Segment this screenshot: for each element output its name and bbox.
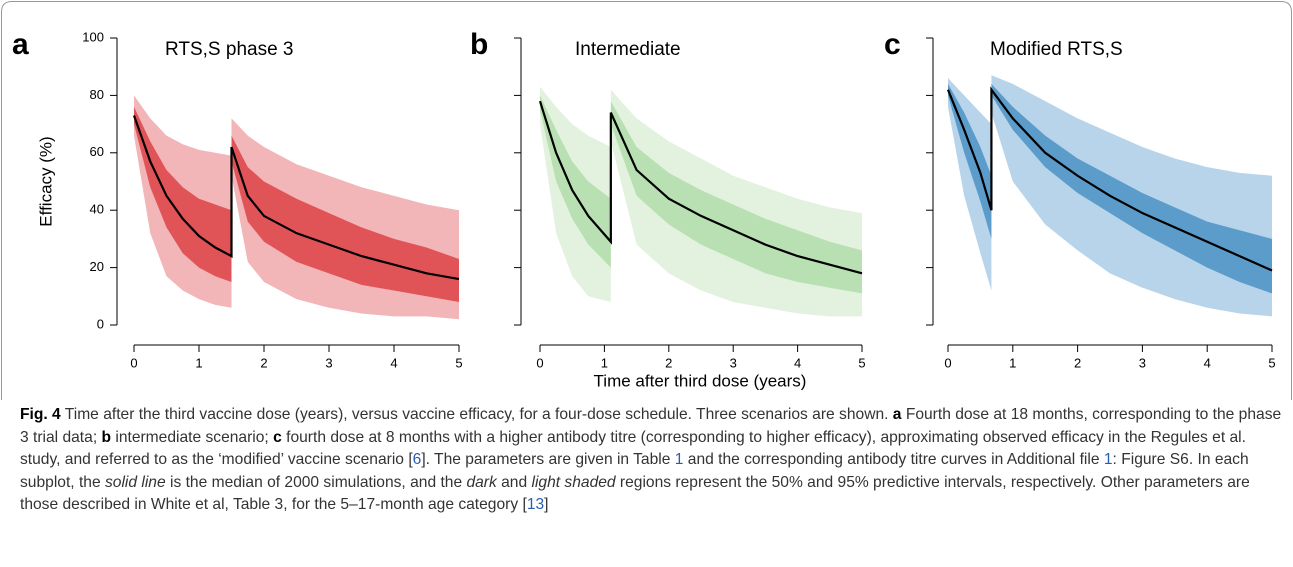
y-tick-label: 40 (90, 202, 104, 217)
x-tick-label: 5 (1268, 355, 1275, 370)
x-tick-label: 5 (455, 355, 462, 370)
panel-title: Modified RTS,S (990, 39, 1123, 60)
x-tick-label: 1 (601, 355, 608, 370)
panel-title: RTS,S phase 3 (165, 39, 294, 60)
x-tick-label: 4 (390, 355, 397, 370)
caption-run: b (101, 428, 112, 446)
x-tick-label: 1 (1009, 355, 1016, 370)
x-tick-label: 3 (325, 355, 332, 370)
x-tick-label: 2 (260, 355, 267, 370)
caption-run[interactable]: 6 (412, 451, 422, 468)
figure: Time after third dose (years) 0204060801… (1, 1, 1292, 400)
y-axis-label: Efficacy (%) (36, 136, 55, 226)
caption-run: : Figure S6. In each subplot, the (20, 451, 1249, 491)
caption-run[interactable]: 1 (674, 451, 684, 468)
caption-run: Fourth dose at 18 months, corresponding … (20, 406, 1282, 446)
x-tick-label: 2 (665, 355, 672, 370)
panel-letter: b (470, 28, 488, 61)
caption-run: solid line (104, 473, 166, 491)
caption-run[interactable]: 13 (526, 496, 545, 513)
caption-run: c (273, 428, 282, 446)
x-tick-label: 0 (944, 355, 951, 370)
x-tick-label: 3 (730, 355, 737, 370)
caption-run: Fig. 4 (20, 406, 61, 423)
caption-run: Time after the third vaccine dose (years… (60, 406, 893, 423)
caption-run: intermediate scenario; (111, 428, 274, 446)
x-tick-label: 5 (858, 355, 865, 370)
caption-run: light shaded (531, 473, 616, 491)
panel-letter: a (12, 28, 29, 61)
caption: Fig. 4 Time after the third vaccine dose… (20, 404, 1282, 517)
x-tick-label: 4 (794, 355, 801, 370)
x-tick-label: 0 (130, 355, 137, 370)
y-tick-label: 0 (97, 316, 104, 331)
x-tick-label: 3 (1139, 355, 1146, 370)
caption-run: and (496, 473, 532, 491)
y-tick-label: 20 (90, 259, 104, 274)
caption-run: is the median of 2000 simulations, and t… (165, 473, 467, 491)
median-line (946, 86, 1273, 272)
x-axis-label: Time after third dose (years) (594, 371, 807, 390)
median-line (132, 115, 460, 281)
x-tick-label: 1 (195, 355, 202, 370)
x-tick-label: 4 (1204, 355, 1211, 370)
y-tick-label: 80 (90, 87, 104, 102)
caption-run: fourth dose at 8 months with a higher an… (20, 428, 1246, 469)
caption-run: ]. The parameters are given in Table (421, 451, 675, 468)
panel-letter: c (884, 28, 901, 61)
y-tick-label: 100 (82, 29, 104, 44)
x-tick-label: 0 (536, 355, 543, 370)
x-tick-label: 2 (1074, 355, 1081, 370)
caption-run: dark (466, 473, 497, 491)
caption-run: and the corresponding antibody titre cur… (683, 451, 1104, 468)
panel-title: Intermediate (575, 39, 681, 60)
interval-band (134, 106, 459, 303)
caption-run[interactable]: 1 (1103, 451, 1113, 468)
caption-run: regions represent the 50% and 95% predic… (20, 473, 1250, 514)
median-line (538, 100, 863, 275)
interval-band (540, 95, 862, 294)
caption-run: ] (544, 496, 549, 513)
frame (1, 1, 1292, 400)
y-tick-label: 60 (90, 144, 104, 159)
caption-run: a (892, 406, 902, 423)
